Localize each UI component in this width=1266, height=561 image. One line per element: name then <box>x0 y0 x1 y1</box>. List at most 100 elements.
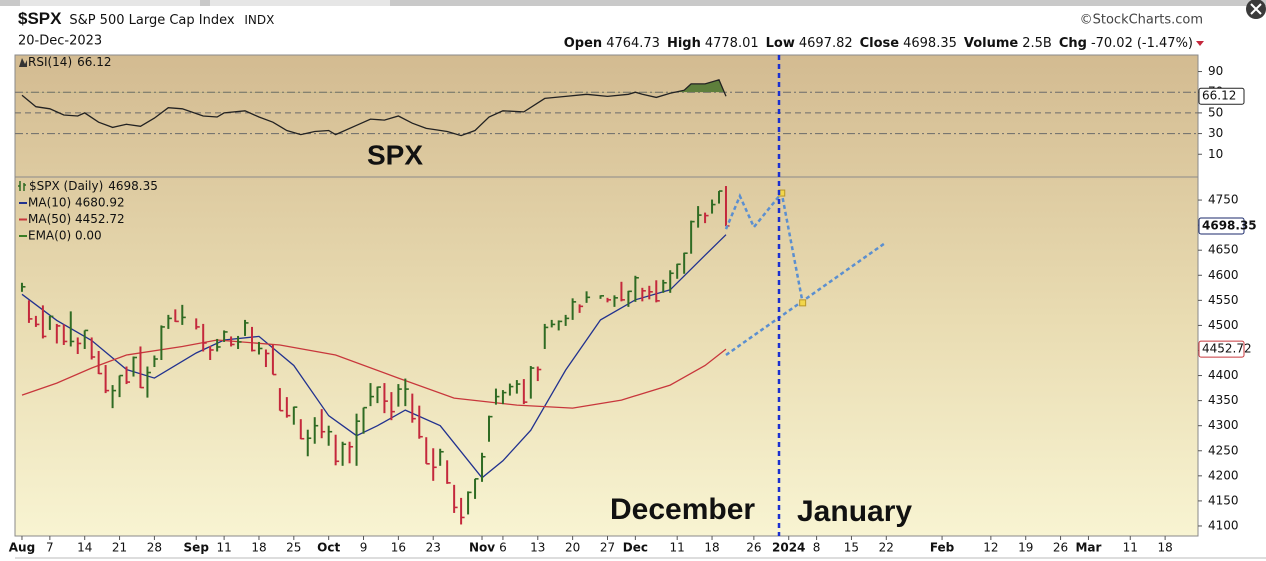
rsi-line <box>21 79 727 137</box>
y-tick-label: 4100 <box>1208 518 1239 532</box>
quote-label: Close <box>860 36 900 51</box>
y-tick-label: 4650 <box>1208 243 1239 257</box>
y-tick-label: 4150 <box>1208 493 1239 507</box>
y-tick-label: 4750 <box>1208 193 1239 207</box>
quote-value: 4698.35 <box>903 36 957 51</box>
browser-tab[interactable] <box>210 0 390 6</box>
quote-extra: (-1.47%) <box>1137 36 1193 51</box>
quote-value: 4764.73 <box>606 36 660 51</box>
legend-entry: $SPX (Daily) 4698.35 <box>29 179 158 193</box>
y-tick-label: 50 <box>1208 105 1223 119</box>
x-tick-label: 18 <box>704 541 719 555</box>
x-tick-label: 14 <box>77 541 92 555</box>
y-tick-label: 4500 <box>1208 318 1239 332</box>
x-tick-label: Oct <box>317 541 340 555</box>
x-tick-label: 7 <box>46 541 54 555</box>
legend-icon <box>19 58 27 67</box>
marks: 1030507090RSI(14)66.1266.124100415042004… <box>9 55 1257 555</box>
x-tick-label: 25 <box>286 541 301 555</box>
x-tick-label: Nov <box>469 541 495 555</box>
legend-name: RSI(14) <box>28 55 72 69</box>
quote-label: High <box>667 36 701 51</box>
close-button[interactable] <box>1246 0 1266 19</box>
x-tick-label: 21 <box>112 541 127 555</box>
x-tick-label: 11 <box>670 541 685 555</box>
header-title: $SPX S&P 500 Large Cap Index INDX <box>18 9 274 28</box>
x-tick-label: Mar <box>1075 541 1101 555</box>
quote-value: 4778.01 <box>705 36 759 51</box>
quote-label: Volume <box>964 36 1019 51</box>
value-box <box>1198 340 1245 358</box>
legend-icon <box>18 181 26 191</box>
down-arrow <box>1196 41 1204 46</box>
moving-average <box>21 234 727 479</box>
x-tick-label: 28 <box>147 541 162 555</box>
legend-value: 4698.35 <box>108 179 158 193</box>
x-tick-label: 19 <box>1018 541 1033 555</box>
y-tick-label: 4350 <box>1208 393 1239 407</box>
value-box-label: 4452.72 <box>1202 342 1252 356</box>
projection-line <box>724 190 804 304</box>
x-tick-label: 26 <box>1053 541 1068 555</box>
legend-entry: EMA(0) 0.00 <box>28 229 102 243</box>
y-tick-label: 30 <box>1208 126 1223 140</box>
x-tick-label: 27 <box>600 541 615 555</box>
x-tick-label: Feb <box>930 541 955 555</box>
x-tick-label: 16 <box>391 541 406 555</box>
projection-point <box>799 299 807 307</box>
quote-label: Chg <box>1059 36 1087 51</box>
x-tick-label: 8 <box>813 541 821 555</box>
quote-label: Low <box>766 36 795 51</box>
browser-strip <box>0 0 1266 6</box>
x-tick-label: 15 <box>844 541 859 555</box>
quote-value: -70.02 <box>1091 36 1133 51</box>
y-tick-label: 4300 <box>1208 418 1239 432</box>
legend-name: $SPX (Daily) <box>29 179 103 193</box>
value-box-label: 4698.35 <box>1202 218 1257 232</box>
legend-value: 66.12 <box>77 55 111 69</box>
x-tick-label: 12 <box>983 541 998 555</box>
legend-entry: RSI(14) 66.12 <box>28 55 112 69</box>
x-tick-label: 2024 <box>772 541 805 555</box>
x-tick-label: Aug <box>9 541 35 555</box>
x-tick-label: 11 <box>1123 541 1138 555</box>
plot-background <box>14 54 1199 537</box>
legend-entry: MA(10) 4680.92 <box>28 196 125 210</box>
x-tick-label: Dec <box>623 541 648 555</box>
exchange: INDX <box>244 13 274 27</box>
y-tick-label: 4200 <box>1208 468 1239 482</box>
x-tick-label: 18 <box>1157 541 1172 555</box>
x-tick-label: 6 <box>499 541 507 555</box>
quote-value: 2.5B <box>1022 36 1052 51</box>
value-box <box>1198 87 1245 105</box>
x-tick-label: 18 <box>251 541 266 555</box>
projection-line <box>725 241 888 357</box>
quote-line: Open 4764.73 High 4778.01 Low 4697.82 Close 469… <box>564 36 1193 51</box>
legend-entry: MA(50) 4452.72 <box>28 212 125 226</box>
y-tick-label: 4400 <box>1208 368 1239 382</box>
y-tick-label: 10 <box>1208 147 1223 161</box>
x-tick-label: 23 <box>426 541 441 555</box>
x-tick-label: 9 <box>360 541 368 555</box>
value-box-label: 66.12 <box>1202 89 1236 103</box>
index-name: S&P 500 Large Cap Index <box>69 13 235 28</box>
annotation: SPX <box>367 139 423 170</box>
chart-date: 20-Dec-2023 <box>18 34 102 49</box>
y-tick-label: 4600 <box>1208 268 1239 282</box>
quote-label: Open <box>564 36 602 51</box>
x-tick-label: 20 <box>565 541 580 555</box>
x-tick-label: 13 <box>530 541 545 555</box>
symbol: $SPX <box>18 9 62 28</box>
annotation: January <box>797 495 912 528</box>
y-tick-label: 4250 <box>1208 443 1239 457</box>
x-tick-label: 22 <box>879 541 894 555</box>
source: ©StockCharts.com <box>1080 13 1203 28</box>
quote-value: 4697.82 <box>799 36 853 51</box>
y-tick-label: 90 <box>1208 64 1223 78</box>
x-tick-label: Sep <box>184 541 210 555</box>
x-tick-label: 11 <box>216 541 231 555</box>
annotation: December <box>610 493 755 526</box>
browser-tab[interactable] <box>20 0 200 6</box>
